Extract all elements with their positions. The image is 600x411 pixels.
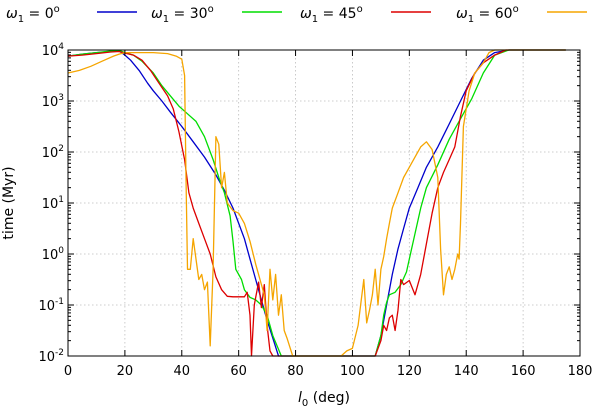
legend-item: ω1 = 0o [6, 4, 137, 25]
x-axis-label: l0 (deg) [298, 390, 350, 409]
y-tick-label: 10-2 [38, 348, 64, 365]
x-tick-label: 60 [230, 364, 247, 379]
y-tick-label: 10-1 [38, 297, 64, 314]
y-tick-label: 103 [42, 93, 64, 110]
legend-item: ω1 = 30o [151, 4, 282, 25]
legend-label: ω1 = 0o [6, 4, 60, 25]
x-tick-label: 100 [340, 364, 365, 379]
series-line-2 [67, 49, 566, 357]
y-tick-label: 102 [42, 144, 64, 161]
x-tick-label: 180 [568, 364, 593, 379]
x-tick-label: 0 [64, 364, 72, 379]
x-tick-label: 140 [454, 364, 479, 379]
x-axis: 0 20 40 60 80 100 120 140 160 180 [64, 50, 593, 379]
series-line-0 [67, 49, 566, 357]
x-tick-label: 40 [174, 364, 191, 379]
legend-item: ω1 = 60o [456, 4, 587, 25]
legend-label: ω1 = 60o [456, 4, 519, 25]
y-axis-label: time (Myr) [1, 166, 17, 239]
y-axis: 10-2 10-1 100 101 102 103 104 [38, 42, 580, 365]
y-tick-label: 104 [42, 42, 65, 59]
y-tick-label: 100 [42, 246, 65, 263]
x-tick-label: 80 [287, 364, 304, 379]
x-tick-label: 20 [117, 364, 134, 379]
legend-item: ω1 = 45o [300, 4, 431, 25]
series-line-3 [67, 49, 566, 357]
y-tick-label: 101 [42, 195, 64, 212]
legend-label: ω1 = 30o [151, 4, 214, 25]
series-layer [67, 49, 566, 357]
legend: ω1 = 0o ω1 = 30o ω1 = 45o ω1 = 60o [6, 4, 587, 25]
x-tick-label: 160 [511, 364, 536, 379]
legend-label: ω1 = 45o [300, 4, 363, 25]
grid [68, 50, 580, 356]
x-tick-label: 120 [397, 364, 422, 379]
